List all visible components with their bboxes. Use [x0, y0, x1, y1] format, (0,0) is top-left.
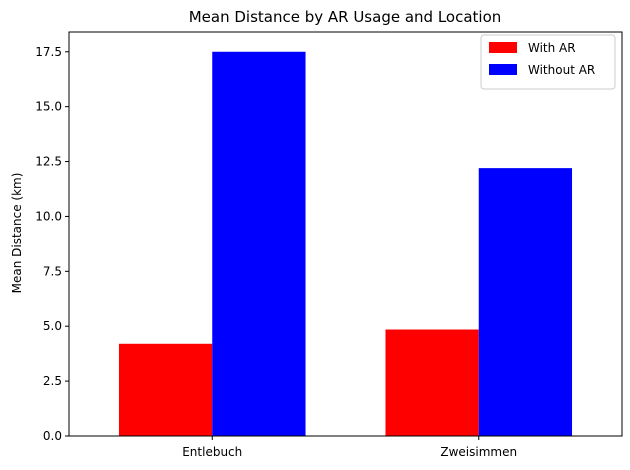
- legend: With AR Without AR: [480, 34, 616, 90]
- y-tick-label: 15.0: [35, 100, 62, 114]
- legend-swatch-without-ar: [489, 64, 517, 75]
- x-tick-label: Entlebuch: [182, 445, 242, 459]
- y-tick-label: 0.0: [43, 429, 62, 443]
- legend-label-without-ar: Without AR: [528, 63, 595, 77]
- y-tick-label: 2.5: [43, 374, 62, 388]
- bar-without-ar-zweisimmen: [478, 168, 573, 436]
- x-tick-label: Zweisimmen: [440, 445, 517, 459]
- y-tick-label: 12.5: [35, 155, 62, 169]
- bar-with-ar-zweisimmen: [385, 329, 479, 436]
- legend-swatch-with-ar: [489, 42, 517, 53]
- y-axis-label: Mean Distance (km): [10, 173, 24, 294]
- chart-title: Mean Distance by AR Usage and Location: [189, 8, 502, 26]
- y-tick-label: 7.5: [43, 264, 62, 278]
- plot-area: 0.0 2.5 5.0 7.5 10.0 12.5 15.0 17.5 Entlebuch Zwe…: [35, 31, 623, 459]
- bar-without-ar-entlebuch: [212, 51, 306, 437]
- y-tick-label: 5.0: [43, 319, 62, 333]
- bar-with-ar-entlebuch: [118, 343, 213, 436]
- axes-frame: [68, 31, 623, 437]
- y-tick-label: 17.5: [35, 45, 62, 59]
- legend-label-with-ar: With AR: [528, 41, 576, 55]
- y-tick-label: 10.0: [35, 209, 62, 223]
